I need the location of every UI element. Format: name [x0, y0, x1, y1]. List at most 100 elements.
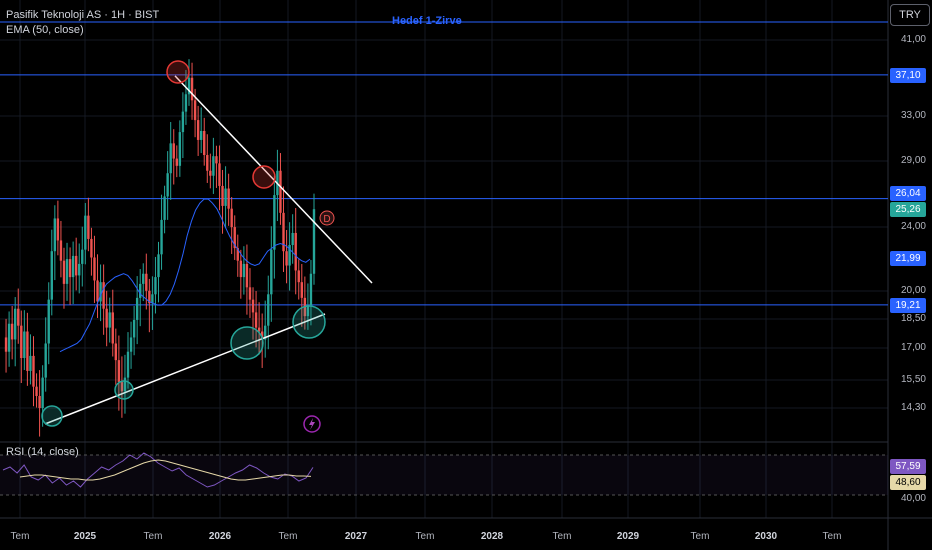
price-tick-label: 29,00 [900, 155, 926, 166]
support-trendline [44, 313, 326, 425]
candle-body [135, 297, 139, 320]
candle-body [166, 173, 169, 197]
d-marker[interactable]: D [319, 210, 335, 226]
time-label-year: 2025 [73, 531, 97, 542]
candle-body [203, 130, 206, 156]
time-label-year: 2029 [616, 531, 640, 542]
candle-body [300, 282, 304, 298]
pivot-markers [41, 60, 326, 427]
candle-body [35, 386, 38, 396]
candle-body [20, 325, 23, 359]
candle-body [56, 218, 60, 241]
candle-body [157, 254, 160, 278]
price-tick-label: 17,00 [900, 342, 926, 353]
candle-body [38, 395, 41, 408]
candle-body [154, 277, 157, 295]
price-tick-label: 14,30 [900, 402, 926, 413]
rsi-tag-rsi: 57,59 [890, 459, 926, 474]
ema-path [59, 198, 311, 353]
rsi-ma-line [19, 459, 312, 481]
price-tag-ema: 21,99 [890, 251, 926, 266]
pivot-low-marker [292, 305, 326, 339]
candle-body [123, 377, 127, 392]
candlestick-series [4, 59, 316, 437]
pivot-low-marker [114, 380, 134, 400]
candle-body [126, 351, 130, 378]
candle-body [44, 343, 47, 378]
candle-body [279, 170, 282, 213]
trendlines [44, 75, 373, 425]
rsi-pane [0, 452, 888, 496]
rsi-legend[interactable]: RSI (14, close) [6, 446, 79, 458]
candle-body [175, 158, 178, 166]
candle-body [233, 227, 236, 249]
candle-body [273, 195, 276, 250]
ema-legend[interactable]: EMA (50, close) [6, 24, 84, 36]
time-label-month: Tem [415, 531, 435, 542]
candle-body [23, 331, 26, 359]
price-tick-label: 18,50 [900, 313, 926, 324]
candle-body [264, 325, 267, 340]
time-label-year: 2027 [344, 531, 368, 542]
candle-body [312, 209, 316, 274]
time-label-year: 2026 [208, 531, 232, 542]
candle-body [87, 215, 90, 239]
time-label-month: Tem [278, 531, 298, 542]
candle-body [7, 323, 11, 352]
candle-body [209, 170, 212, 176]
candle-body [132, 319, 136, 338]
candle-body [306, 305, 310, 317]
candle-body [294, 232, 297, 271]
rsi-line [2, 452, 314, 488]
candle-body [148, 290, 151, 304]
candle-body [160, 219, 163, 255]
candle-body [117, 360, 121, 383]
candle-body [267, 294, 270, 326]
candle-body [114, 343, 118, 361]
candle-body [50, 251, 53, 300]
candle-body [309, 273, 313, 306]
time-label-month: Tem [552, 531, 572, 542]
candle-body [145, 273, 148, 291]
candle-body [245, 263, 249, 288]
target-label: Hedef 1-Zirve [392, 15, 462, 27]
candle-body [187, 77, 191, 95]
candle-body [93, 257, 96, 281]
candle-body [196, 120, 200, 140]
candle-body [90, 238, 93, 258]
candle-body [236, 248, 239, 261]
candle-body [71, 255, 75, 278]
rsi-band [0, 455, 888, 495]
rsi-tick-label: 40,00 [900, 493, 926, 504]
candle-body [193, 100, 197, 121]
time-label-month: Tem [822, 531, 842, 542]
candle-body [102, 282, 105, 309]
candle-body [215, 156, 218, 164]
candle-body [62, 260, 66, 284]
candle-body [65, 259, 69, 284]
pivot-high-marker [252, 165, 276, 189]
candle-body [172, 143, 175, 159]
candle-body [184, 94, 188, 112]
resistance-trendline [174, 75, 373, 284]
candle-body [74, 255, 78, 276]
candle-body [212, 156, 215, 176]
lightning-icon[interactable] [303, 415, 321, 433]
horizontal-levels [0, 21, 888, 306]
candle-body [96, 280, 99, 302]
candle-body [291, 232, 294, 246]
price-tick-label: 41,00 [900, 34, 926, 45]
candle-body [257, 327, 261, 332]
time-label-month: Tem [143, 531, 163, 542]
candle-body [178, 132, 182, 166]
candle-body [105, 308, 108, 328]
price-tick-label: 33,00 [900, 110, 926, 121]
candle-body [139, 283, 142, 298]
candle-body [10, 323, 14, 340]
symbol-title: Pasifik Teknoloji AS · 1H · BIST [6, 9, 160, 21]
candle-body [239, 260, 243, 278]
currency-button[interactable]: TRY [890, 4, 930, 26]
candle-body [47, 299, 50, 344]
candle-body [181, 111, 185, 133]
